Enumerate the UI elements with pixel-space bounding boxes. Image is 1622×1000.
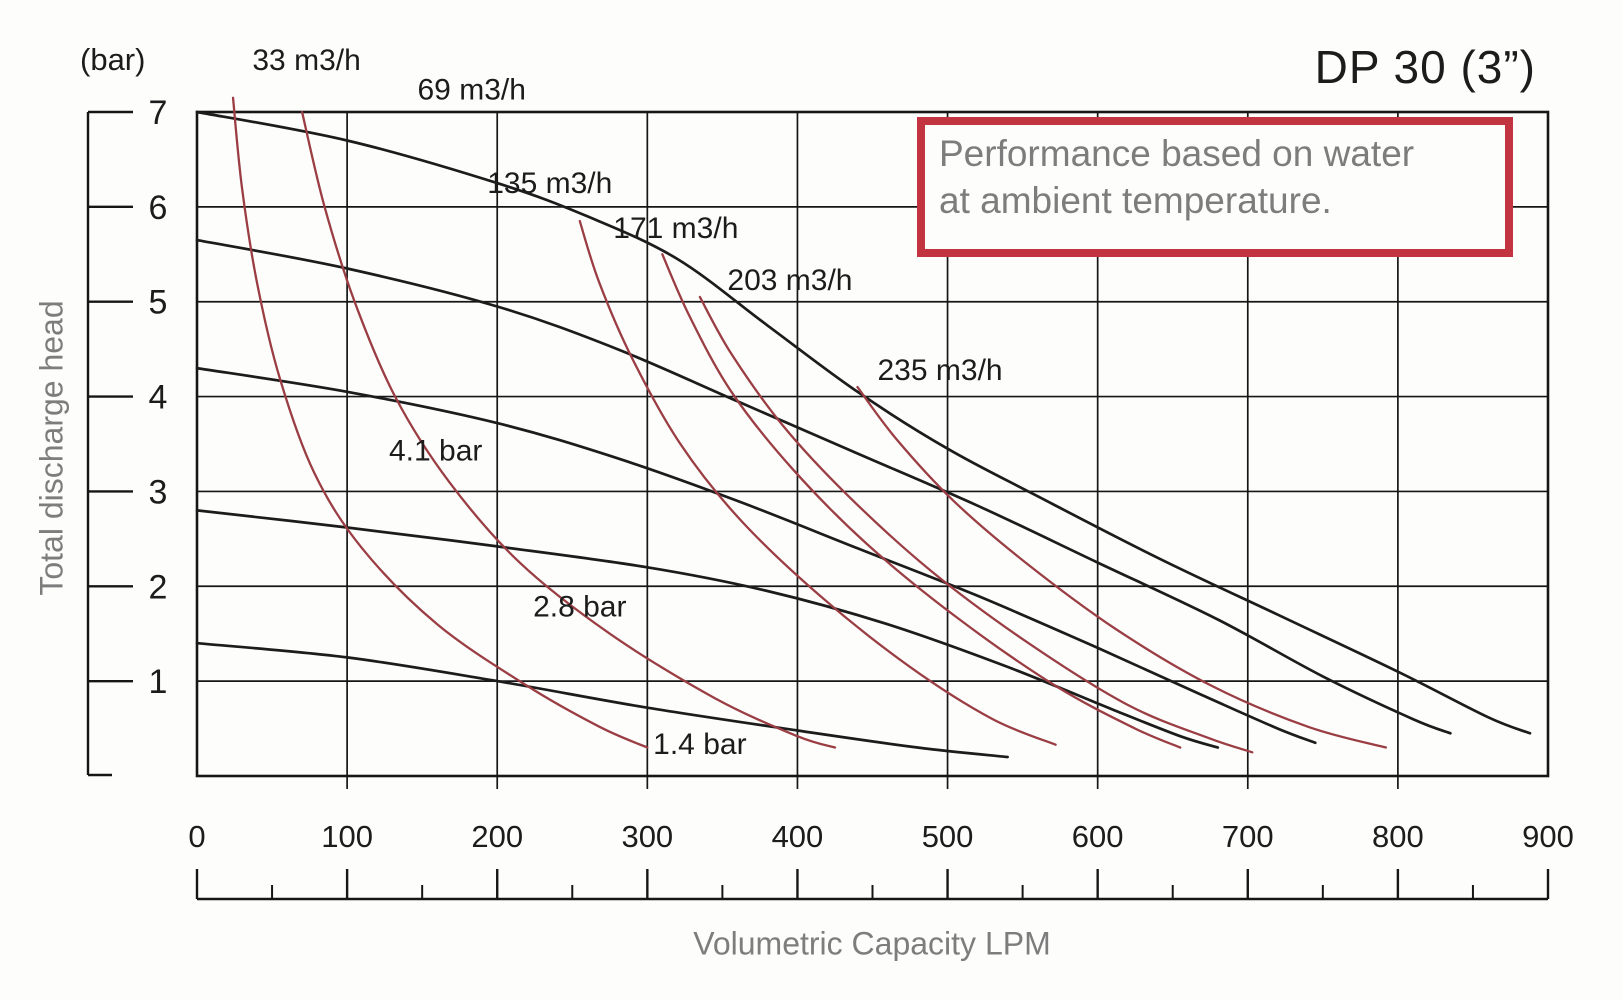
performance-note-line1: Performance based on water <box>939 133 1415 174</box>
x-tick-label-400: 400 <box>772 819 824 854</box>
curve-label-33-m3-h: 33 m3/h <box>252 44 360 77</box>
pressure-curve-1.4-bar <box>195 641 1009 759</box>
curve-label-171-m3-h: 171 m3/h <box>613 212 738 245</box>
y-tick-label-5: 5 <box>149 284 168 322</box>
curve-label-235-m3-h: 235 m3/h <box>878 354 1003 387</box>
x-tick-label-300: 300 <box>621 819 673 854</box>
page-title: DP 30 (3”) <box>1314 41 1536 93</box>
x-tick-label-500: 500 <box>922 819 974 854</box>
y-tick-label-7: 7 <box>149 94 168 132</box>
x-tick-label-0: 0 <box>188 819 205 854</box>
curve-label-203-m3-h: 203 m3/h <box>727 264 852 297</box>
x-tick-label-800: 800 <box>1372 819 1424 854</box>
x-tick-label-600: 600 <box>1072 819 1124 854</box>
y-tick-label-4: 4 <box>149 379 168 417</box>
air-curve-33-m3h <box>231 96 649 749</box>
pressure-curve-2 <box>195 238 1452 735</box>
pressure-curve-4.1-bar <box>195 366 1317 745</box>
y-tick-label-2: 2 <box>149 568 168 606</box>
x-tick-label-200: 200 <box>471 819 523 854</box>
y-tick-label-1: 1 <box>149 663 168 701</box>
performance-note-box: Performance based on water at ambient te… <box>917 117 1513 257</box>
air-curve-135-m3h <box>578 219 1057 746</box>
x-axis-title: Volumetric Capacity LPM <box>693 925 1051 962</box>
curve-label-69-m3-h: 69 m3/h <box>418 73 526 106</box>
plot-frame <box>195 110 1550 778</box>
x-tick-label-700: 700 <box>1222 819 1274 854</box>
air-curve-203-m3h <box>698 295 1254 754</box>
performance-note-line2: at ambient temperature. <box>939 179 1332 221</box>
air-curve-235-m3h <box>856 385 1388 749</box>
y-axis-title: Total discharge head <box>33 300 70 596</box>
pressure-curve-2.8-bar <box>195 509 1220 749</box>
air-curve-171-m3h <box>661 253 1182 749</box>
y-tick-label-6: 6 <box>149 189 168 227</box>
x-tick-label-100: 100 <box>321 819 373 854</box>
curve-label-135-m3-h: 135 m3/h <box>487 167 612 200</box>
curve-label-2.8-bar: 2.8 bar <box>533 590 626 623</box>
pressure-curve-1 <box>195 110 1532 735</box>
air-curve-69-m3h <box>300 110 837 749</box>
x-tick-label-900: 900 <box>1522 819 1574 854</box>
y-axis-unit-label: (bar) <box>80 42 146 77</box>
curve-label-4.1-bar: 4.1 bar <box>389 435 482 468</box>
curve-label-1.4-bar: 1.4 bar <box>653 728 746 761</box>
y-tick-label-3: 3 <box>149 473 168 511</box>
